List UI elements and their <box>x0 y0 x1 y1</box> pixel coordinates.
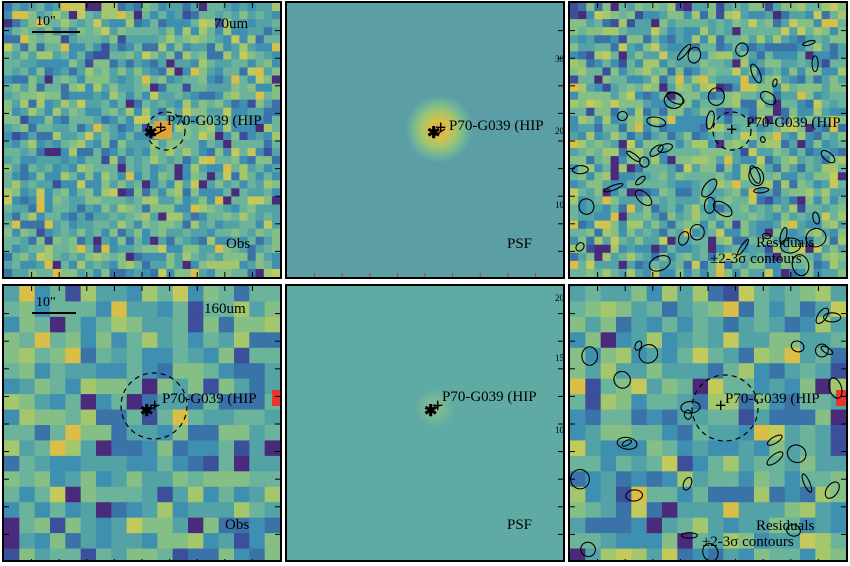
tick-label: 10 <box>555 200 564 210</box>
source-label: P70-G039 (HIP <box>442 389 537 405</box>
corner-label-contours: ±2-3σ contours <box>702 534 794 550</box>
image-psf-70um <box>287 3 563 277</box>
scale-label: 10" <box>36 295 56 310</box>
corner-label-contours: ±2-3σ contours <box>710 251 802 267</box>
tick-label: 10 <box>555 425 564 435</box>
cross-marker: + <box>435 117 447 139</box>
corner-label: PSF <box>507 517 533 533</box>
tick-label: 30 <box>555 54 564 64</box>
cross-marker: + <box>155 117 167 139</box>
panel-psf-160um: 20 15 10 ✱ + P70-G039 (HIP PSF <box>285 284 565 562</box>
scale-bar <box>32 312 76 314</box>
panel-residuals-160um: + P70-G039 (HIP Residuals ±2-3σ contours <box>568 284 848 562</box>
tick-label: 15 <box>555 353 564 363</box>
star-marker: ✱ <box>140 403 154 420</box>
source-label: P70-G039 (HIP <box>449 118 544 134</box>
cross-marker: + <box>432 395 444 417</box>
source-label: P70-G039 (HIP <box>167 113 262 129</box>
corner-label: Residuals <box>756 518 815 534</box>
image-residuals-70um <box>570 3 846 277</box>
band-label: 160um <box>204 301 246 317</box>
panel-obs-70um: 10" 70um ✱ + P70-G039 (HIP Obs <box>2 1 282 279</box>
corner-label: Obs <box>226 236 251 252</box>
scale-bar <box>32 31 80 33</box>
cross-marker: + <box>726 119 738 141</box>
source-label: P70-G039 (HIP <box>725 391 820 407</box>
tick-label: 20 <box>555 126 564 136</box>
star-marker: ✱ <box>424 403 438 420</box>
corner-label: Obs <box>225 517 250 533</box>
corner-label: PSF <box>507 236 533 252</box>
star-marker: ✱ <box>144 125 158 142</box>
panel-obs-160um: 10" 160um ✱ + P70-G039 (HIP Obs <box>2 284 282 562</box>
source-label: P70-G039 (HIP <box>162 391 257 407</box>
panel-psf-70um: 30 20 10 ✱ + P70-G039 (HIP PSF <box>285 1 565 279</box>
cross-marker: + <box>149 395 161 417</box>
band-label: 70um <box>214 16 249 32</box>
image-residuals-160um <box>570 286 846 560</box>
source-label: P70-G039 (HIP <box>746 115 841 131</box>
star-marker: ✱ <box>427 125 441 142</box>
tick-label: 20 <box>555 293 564 303</box>
image-obs-70um <box>4 3 280 277</box>
cross-marker: + <box>715 395 727 417</box>
corner-label: Residuals <box>756 235 815 251</box>
panel-residuals-70um: + P70-G039 (HIP Residuals ±2-3σ contours <box>568 1 848 279</box>
scale-label: 10" <box>36 14 56 29</box>
image-psf-160um <box>287 286 563 560</box>
image-obs-160um <box>4 286 280 560</box>
